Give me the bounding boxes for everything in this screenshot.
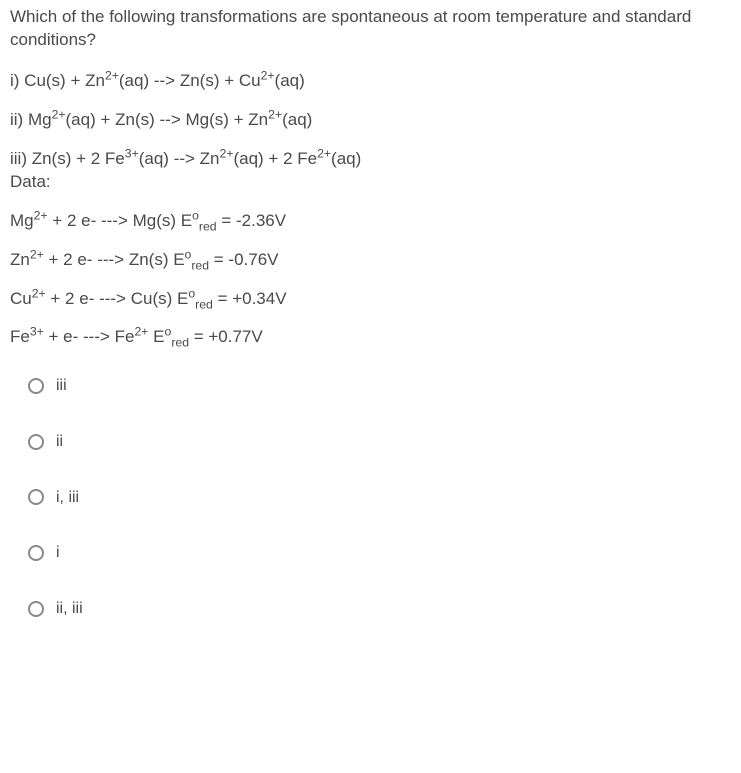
radio-icon: [28, 601, 44, 617]
option-label: iii: [56, 375, 67, 397]
data-line-fe: Fe3+ + e- ---> Fe2+ Eored = +0.77V: [10, 326, 731, 349]
options-group: iii ii i, iii i ii, iii: [10, 375, 731, 619]
data-label: Data:: [10, 171, 731, 194]
option-label: i, iii: [56, 487, 79, 509]
question-prompt: Which of the following transformations a…: [10, 6, 731, 52]
option-label: ii, iii: [56, 598, 83, 620]
radio-icon: [28, 489, 44, 505]
data-line-zn: Zn2+ + 2 e- ---> Zn(s) Eored = -0.76V: [10, 249, 731, 272]
data-line-mg: Mg2+ + 2 e- ---> Mg(s) Eored = -2.36V: [10, 210, 731, 233]
reaction-ii: ii) Mg2+(aq) + Zn(s) --> Mg(s) + Zn2+(aq…: [10, 109, 731, 132]
data-line-cu: Cu2+ + 2 e- ---> Cu(s) Eored = +0.34V: [10, 288, 731, 311]
reaction-iii: iii) Zn(s) + 2 Fe3+(aq) --> Zn2+(aq) + 2…: [10, 148, 731, 171]
option-iii[interactable]: iii: [28, 375, 731, 397]
option-label: i: [56, 542, 60, 564]
option-label: ii: [56, 431, 63, 453]
option-ii-iii[interactable]: ii, iii: [28, 598, 731, 620]
reaction-i: i) Cu(s) + Zn2+(aq) --> Zn(s) + Cu2+(aq): [10, 70, 731, 93]
option-i[interactable]: i: [28, 542, 731, 564]
question-prompt-text: Which of the following transformations a…: [10, 7, 691, 49]
radio-icon: [28, 378, 44, 394]
option-ii[interactable]: ii: [28, 431, 731, 453]
radio-icon: [28, 434, 44, 450]
radio-icon: [28, 545, 44, 561]
option-i-iii[interactable]: i, iii: [28, 487, 731, 509]
